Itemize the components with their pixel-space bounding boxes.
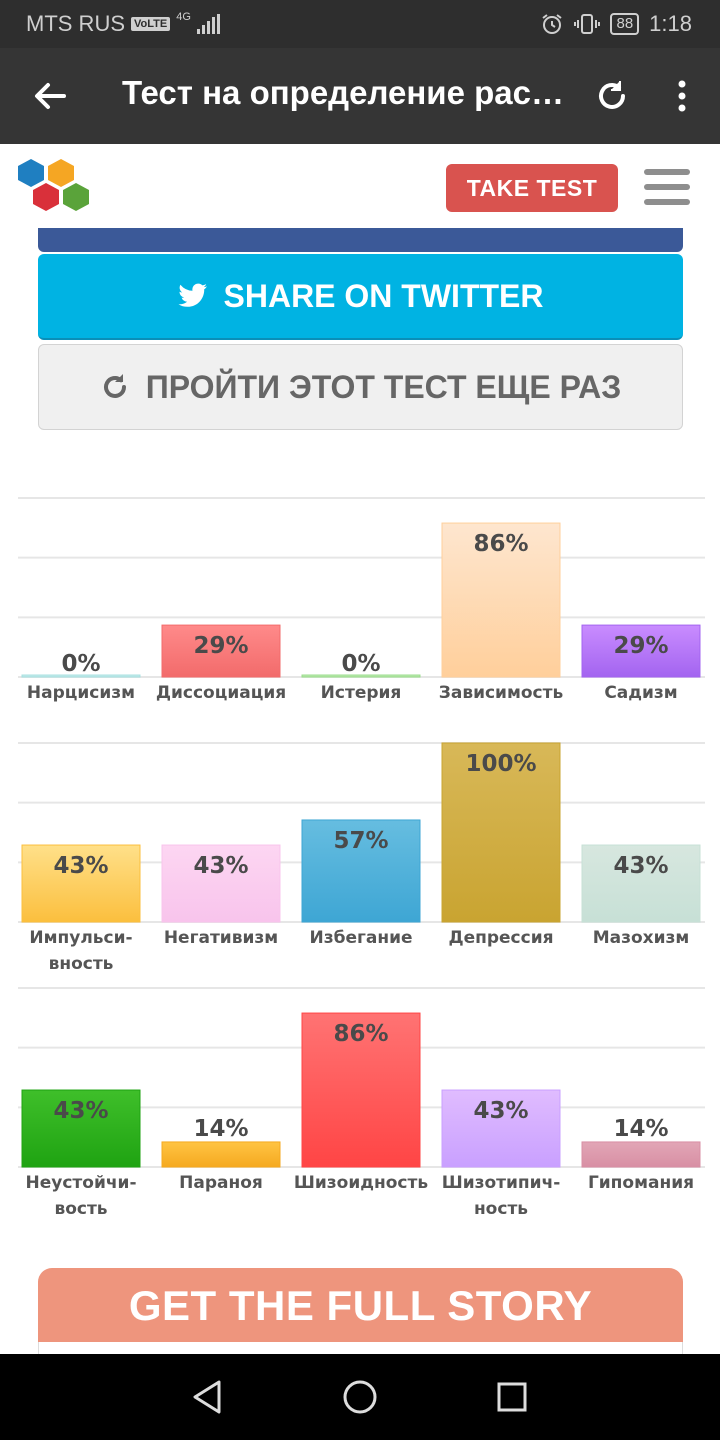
reload-icon[interactable] xyxy=(592,76,632,116)
clock: 1:18 xyxy=(649,11,692,36)
bar-value-label: 14% xyxy=(613,1116,668,1142)
vibrate-icon xyxy=(574,14,601,34)
chart-1: 0% Нарцисизм 29% Диссоциация 0% Истерия 86% Зав… xyxy=(18,490,705,726)
category-label: Депрессия xyxy=(448,928,553,948)
bar-value-label: 43% xyxy=(53,853,108,879)
page-title: Тест на определение рас… xyxy=(122,74,564,111)
bar-chart-svg: 43% Неустойчи-вость 14% Параноя 86% Шизоиднос… xyxy=(18,987,705,1219)
twitter-icon xyxy=(178,283,207,307)
nav-back-icon[interactable] xyxy=(188,1377,228,1417)
bar-value-label: 57% xyxy=(333,828,388,854)
bar xyxy=(21,674,141,678)
facebook-share-button[interactable] xyxy=(38,228,683,252)
bar-value-label: 29% xyxy=(613,633,668,659)
share-on-twitter-button[interactable]: SHARE ON TWITTER xyxy=(38,254,683,340)
category-label: Неустойчи- xyxy=(26,1173,137,1193)
category-label: Параноя xyxy=(179,1173,263,1193)
system-nav-bar xyxy=(0,1354,720,1440)
bar xyxy=(581,844,701,923)
chart-3: 43% Неустойчи-вость 14% Параноя 86% Шизоиднос… xyxy=(18,980,705,1225)
category-label: Шизоидность xyxy=(294,1173,428,1193)
bar-value-label: 29% xyxy=(193,633,248,659)
bar xyxy=(581,624,701,678)
category-label: Диссоциация xyxy=(156,683,286,703)
get-full-story-button[interactable]: GET THE FULL STORY xyxy=(38,1268,683,1354)
bar xyxy=(161,844,281,923)
retake-label: ПРОЙТИ ЭТОТ ТЕСТ ЕЩЕ РАЗ xyxy=(145,368,622,405)
menu-icon[interactable] xyxy=(644,169,690,209)
bar xyxy=(161,624,281,678)
bar xyxy=(441,742,561,923)
battery-icon: 88 xyxy=(610,13,640,35)
retake-test-button[interactable]: ПРОЙТИ ЭТОТ ТЕСТ ЕЩЕ РАЗ xyxy=(38,344,683,430)
bar xyxy=(441,522,561,678)
category-label: Шизотипич- xyxy=(442,1173,561,1193)
bar xyxy=(441,1089,561,1168)
bar-value-label: 43% xyxy=(193,853,248,879)
cta-panel xyxy=(38,1342,683,1354)
category-label: Гипомания xyxy=(588,1173,694,1193)
category-label: Истерия xyxy=(321,683,402,703)
back-arrow-icon[interactable] xyxy=(30,76,70,116)
bar-chart-svg: 0% Нарцисизм 29% Диссоциация 0% Истерия 86% Зав… xyxy=(18,497,705,703)
refresh-icon xyxy=(103,374,126,398)
nav-recents-icon[interactable] xyxy=(492,1377,532,1417)
bar-chart-svg: 43% Импульси-вность 43% Негативизм 57% Избега… xyxy=(18,742,705,974)
bar xyxy=(301,819,421,923)
bar xyxy=(581,1141,701,1168)
status-bar: MTS RUS VoLTE 4G 88 1:18 xyxy=(0,0,720,48)
category-label: вность xyxy=(49,954,114,974)
site-logo[interactable] xyxy=(14,156,96,218)
browser-toolbar: Тест на определение рас… xyxy=(0,48,720,144)
more-vert-icon[interactable] xyxy=(666,76,698,116)
chart-2: 43% Импульси-вность 43% Негативизм 57% Избега… xyxy=(18,735,705,980)
category-label: Мазохизм xyxy=(593,928,690,948)
network-type: 4G xyxy=(176,11,191,23)
bar-value-label: 0% xyxy=(61,651,100,677)
signal-icon xyxy=(196,14,220,34)
bar-value-label: 43% xyxy=(613,853,668,879)
bar-value-label: 86% xyxy=(333,1021,388,1047)
take-test-button[interactable]: TAKE TEST xyxy=(446,164,618,212)
nav-home-icon[interactable] xyxy=(340,1377,380,1417)
volte-icon: VoLTE xyxy=(131,17,171,31)
bar-value-label: 0% xyxy=(341,651,380,677)
bar xyxy=(301,674,421,678)
alarm-icon xyxy=(542,14,563,34)
bar xyxy=(21,1089,141,1168)
bar-value-label: 100% xyxy=(465,751,536,777)
bar xyxy=(161,1141,281,1168)
category-label: Негативизм xyxy=(164,928,278,948)
twitter-label: SHARE ON TWITTER xyxy=(223,277,544,314)
bar-value-label: 43% xyxy=(473,1098,528,1124)
category-label: вость xyxy=(54,1199,107,1219)
category-label: ность xyxy=(474,1199,528,1219)
category-label: Избегание xyxy=(309,928,412,948)
category-label: Зависимость xyxy=(439,683,563,703)
bar-value-label: 14% xyxy=(193,1116,248,1142)
bar xyxy=(301,1012,421,1168)
category-label: Нарцисизм xyxy=(27,683,135,703)
category-label: Садизм xyxy=(604,683,677,703)
bar-value-label: 86% xyxy=(473,531,528,557)
bar xyxy=(21,844,141,923)
bar-value-label: 43% xyxy=(53,1098,108,1124)
category-label: Импульси- xyxy=(29,928,132,948)
carrier-name: MTS RUS xyxy=(26,11,125,36)
